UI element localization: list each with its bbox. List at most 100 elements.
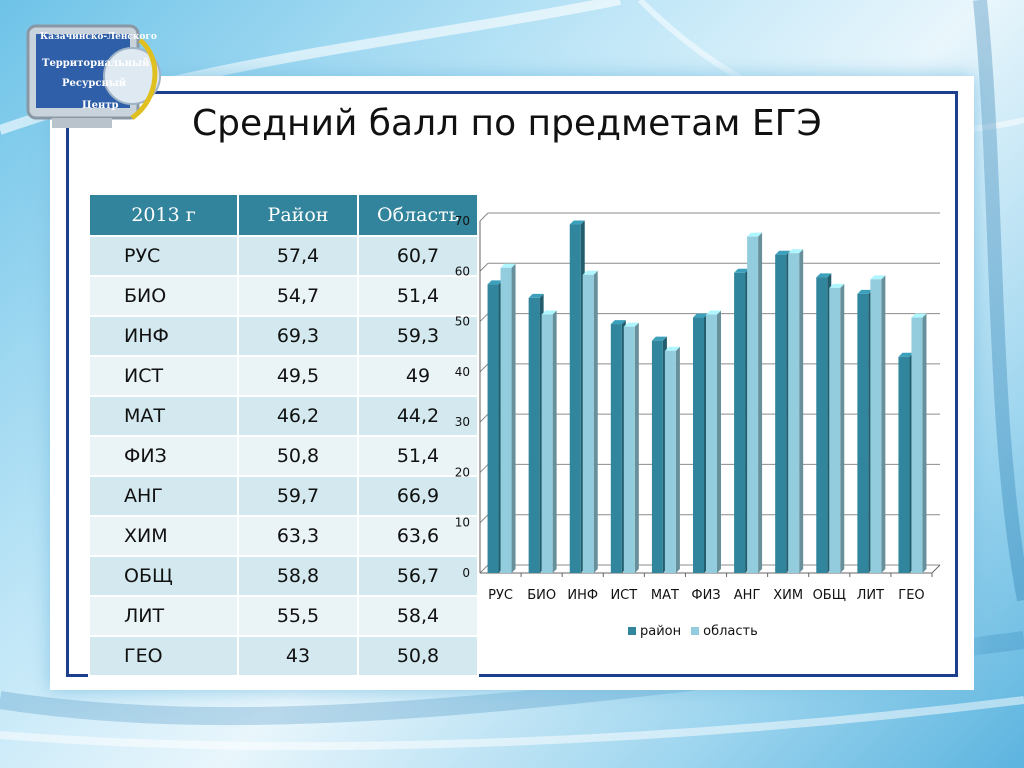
bar-область	[582, 274, 594, 573]
table-header-row: 2013 г Район Область	[88, 193, 479, 237]
cell-subject: ОБЩ	[88, 555, 239, 597]
bar-top	[911, 313, 927, 318]
cell-district: 50,8	[237, 435, 359, 477]
bar-top	[541, 310, 557, 315]
page-title: Средний балл по предметам ЕГЭ	[192, 103, 822, 144]
y-tick-label: 50	[455, 315, 470, 329]
bar-область	[911, 317, 923, 573]
cell-subject: ХИМ	[88, 515, 239, 557]
cell-district: 59,7	[237, 475, 359, 517]
table-row: ГЕО 43 50,8	[88, 635, 479, 677]
cell-region: 58,4	[357, 595, 479, 637]
table-row: БИО 54,7 51,4	[88, 275, 479, 317]
x-tick-label: АНГ	[734, 588, 761, 603]
bar-side	[717, 310, 721, 573]
x-axis-depth	[931, 564, 941, 574]
x-tick-label: ХИМ	[773, 588, 803, 603]
bar-район	[857, 293, 869, 573]
cell-district: 57,4	[237, 235, 359, 277]
bar-область	[788, 253, 800, 573]
y-tick-label: 10	[455, 516, 470, 530]
bar-область	[541, 314, 553, 573]
y-tick-label: 0	[462, 566, 470, 580]
cell-region: 51,4	[357, 435, 479, 477]
cell-region: 66,9	[357, 475, 479, 517]
cell-district: 55,5	[237, 595, 359, 637]
gridline-depth	[479, 514, 489, 524]
legend-label-district: район	[640, 624, 682, 639]
gridline-depth	[479, 564, 489, 574]
gridline-depth	[479, 313, 489, 322]
cell-region: 59,3	[357, 315, 479, 357]
table-row: АНГ 59,7 66,9	[88, 475, 479, 517]
logo-caption-top: Казачинско-Ленского	[40, 32, 157, 42]
bar-top	[651, 336, 667, 341]
table-row: ИНФ 69,3 59,3	[88, 315, 479, 357]
content-frame	[66, 91, 958, 677]
gridline-depth	[479, 464, 489, 473]
bar-область	[706, 314, 717, 573]
bar-side	[758, 232, 763, 574]
bar-top	[870, 275, 886, 280]
cell-subject: РУС	[88, 235, 239, 277]
bar-top	[582, 270, 598, 275]
bar-район	[898, 356, 910, 573]
x-tick-label: БИО	[527, 588, 556, 603]
legend-item-region: область	[691, 624, 758, 639]
table-row: ФИЗ 50,8 51,4	[88, 435, 479, 477]
gridline-depth	[479, 413, 489, 423]
cell-subject: ЛИТ	[88, 595, 239, 637]
legend-item-district: район	[628, 624, 681, 639]
bar-район	[816, 277, 828, 573]
bar-область	[500, 267, 512, 573]
x-tick-label: РУС	[488, 588, 513, 603]
bar-район	[610, 324, 622, 573]
x-tick-label: ФИЗ	[691, 588, 720, 603]
bar-top	[610, 320, 626, 325]
x-tick-label: ЛИТ	[857, 588, 885, 603]
cell-region: 56,7	[357, 555, 479, 597]
bar-chart: 0 10 20 30 40 50 60 70 РУС БИО ИНФ ИСТ МАТ ФИЗ АНГ ХИМ О…	[455, 212, 941, 603]
bar-top	[487, 280, 503, 285]
y-tick-label: 60	[455, 264, 470, 278]
cell-region: 51,4	[357, 275, 479, 317]
cell-district: 46,2	[237, 395, 359, 437]
logo-graphic	[26, 24, 161, 128]
cell-subject: ФИЗ	[88, 435, 239, 477]
bar-top	[569, 220, 585, 225]
bar-side	[881, 275, 886, 573]
bar-side	[840, 283, 845, 573]
header-region: Область	[357, 193, 479, 237]
cell-district: 49,5	[237, 355, 359, 397]
chart-legend: район область	[628, 624, 758, 639]
gridline-depth	[479, 212, 489, 222]
y-tick-label: 20	[455, 465, 470, 479]
bar-область	[829, 287, 841, 573]
bar-top	[528, 293, 544, 298]
bar-top	[664, 346, 680, 351]
y-tick-label: 70	[455, 214, 470, 228]
table-row: ЛИТ 55,5 58,4	[88, 595, 479, 637]
table-row: ИСТ 49,5 49	[88, 355, 479, 397]
bar-район	[775, 254, 787, 573]
bar-top	[734, 268, 750, 273]
bar-top	[623, 322, 639, 327]
cell-region: 60,7	[357, 235, 479, 277]
cell-region: 44,2	[357, 395, 479, 437]
cell-district: 63,3	[237, 515, 359, 557]
table-row: РУС 57,4 60,7	[88, 235, 479, 277]
logo-line-2: Ресурсный	[62, 78, 127, 89]
y-tick-label: 30	[455, 415, 470, 429]
bar-side	[634, 322, 639, 573]
bar-top	[775, 250, 791, 255]
table-row: МАТ 46,2 44,2	[88, 395, 479, 437]
bar-область	[664, 350, 676, 573]
x-tick-label: ОБЩ	[813, 588, 846, 603]
table-row: ОБЩ 58,8 56,7	[88, 555, 479, 597]
x-tick-label: МАТ	[651, 588, 679, 603]
bar-side	[799, 249, 804, 573]
table-row: ХИМ 63,3 63,6	[88, 515, 479, 557]
cell-subject: МАТ	[88, 395, 239, 437]
bar-top	[693, 313, 708, 318]
